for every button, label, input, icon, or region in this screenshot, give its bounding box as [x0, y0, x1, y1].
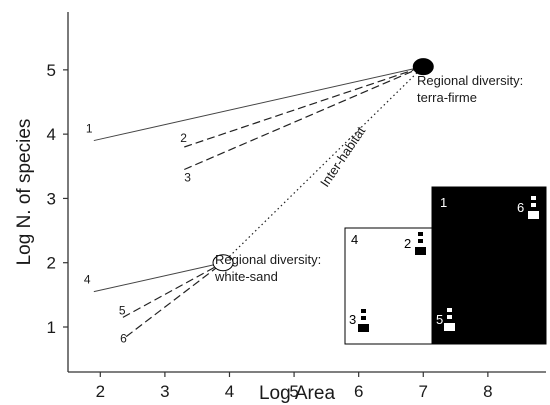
series-label-5: 5 [119, 303, 126, 317]
annotation-white-sand-line2: white-sand [214, 269, 278, 284]
series-label-6: 6 [120, 332, 127, 346]
inset-marker-2-small-b [418, 239, 423, 243]
series-lines: 1 2 3 4 5 6 [84, 66, 424, 346]
series-line-4 [93, 262, 224, 293]
inset-marker-3-large [358, 324, 369, 332]
series-line-3 [184, 66, 424, 171]
series-line-5 [122, 262, 224, 318]
series-label-4: 4 [84, 273, 91, 287]
inset-label-6: 6 [517, 200, 524, 215]
inset-marker-3-small-b [361, 316, 366, 320]
x-axis-title: Log Area [259, 383, 335, 404]
inset-marker-5-small-b [447, 315, 452, 319]
inset-label-3: 3 [349, 312, 356, 327]
annotation-terra-firme-line1: Regional diversity: [417, 73, 523, 88]
y-tick-label: 1 [47, 318, 56, 337]
series-label-3: 3 [184, 171, 191, 185]
series-line-6 [125, 262, 224, 338]
inset-label-5: 5 [436, 312, 443, 327]
series-line-inter-habitat [222, 66, 424, 264]
x-tick-label: 3 [160, 382, 169, 401]
inset-label-1: 1 [440, 195, 447, 210]
inset-marker-5-large [444, 323, 455, 331]
regional-points [212, 58, 434, 272]
inset-marker-6-small-b [531, 203, 536, 207]
inset-label-4: 4 [351, 232, 358, 247]
x-tick-label: 8 [483, 382, 492, 401]
y-axis-title: Log N. of species [14, 119, 35, 266]
y-tick-label: 3 [47, 189, 56, 208]
inset-marker-5-small-a [447, 308, 452, 312]
annotation-inter-habitat: Inter-habitat [317, 123, 368, 189]
inset-marker-6-large [528, 211, 539, 219]
annotation-terra-firme-line2: terra-firme [417, 90, 477, 105]
y-tick-label: 4 [47, 125, 56, 144]
point-white-sand [212, 254, 234, 272]
y-tick-label: 5 [47, 61, 56, 80]
inset-label-2: 2 [404, 236, 411, 251]
inset-marker-3-small-a [361, 309, 366, 313]
annotation-white-sand-line1: Regional diversity: [215, 252, 321, 267]
series-line-1 [93, 66, 424, 142]
x-tick-label: 6 [354, 382, 363, 401]
x-tick-label: 4 [225, 382, 234, 401]
x-tick-label: 2 [96, 382, 105, 401]
y-tick-label: 2 [47, 254, 56, 273]
x-tick-label: 7 [419, 382, 428, 401]
point-terra-firme [412, 58, 434, 76]
series-line-2 [184, 66, 424, 148]
x-tick-label: 5 [289, 382, 298, 401]
inset-marker-2-large [415, 247, 426, 255]
series-label-2: 2 [180, 131, 187, 145]
inset-marker-2-small-a [418, 232, 423, 236]
inset-panel-black [431, 186, 547, 345]
series-label-1: 1 [86, 122, 93, 136]
inset-diagram: 4 1 2 3 5 6 [344, 186, 547, 345]
inset-marker-6-small-a [531, 196, 536, 200]
